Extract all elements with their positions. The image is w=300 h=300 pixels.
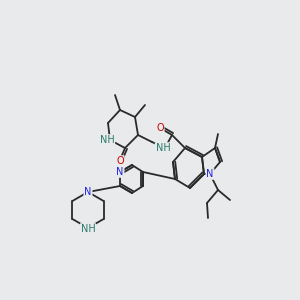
- Text: O: O: [156, 123, 164, 133]
- Text: N: N: [84, 187, 92, 197]
- Text: NH: NH: [81, 224, 95, 234]
- Text: N: N: [116, 167, 124, 177]
- Text: N: N: [206, 169, 214, 179]
- Text: O: O: [116, 156, 124, 166]
- Text: NH: NH: [100, 135, 114, 145]
- Text: NH: NH: [156, 143, 170, 153]
